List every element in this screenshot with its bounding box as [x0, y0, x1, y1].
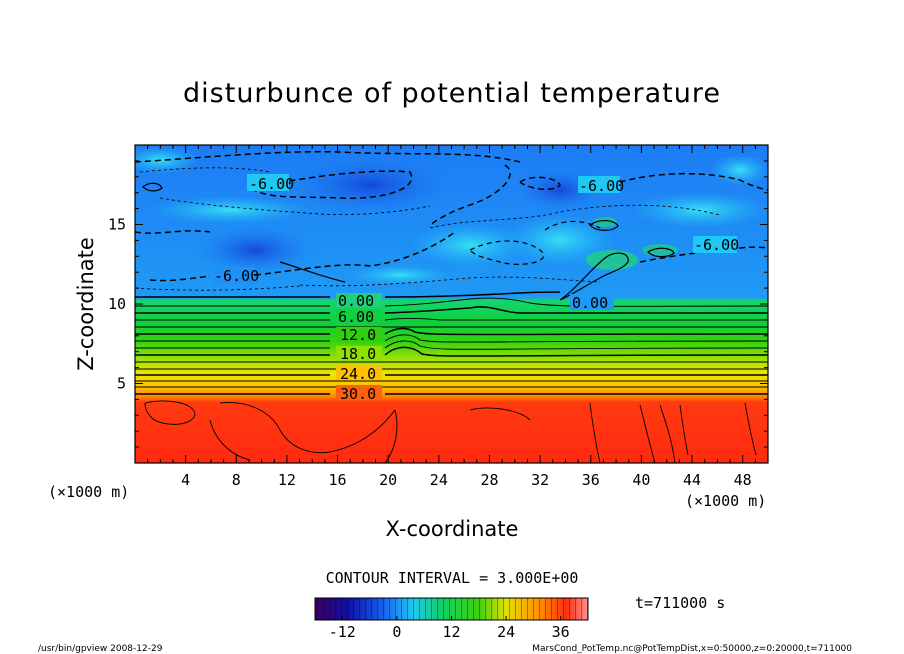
contour-positive [135, 297, 768, 307]
x-tick-label: 36 [582, 471, 600, 489]
contour-label: 18.0 [340, 345, 376, 363]
contour-closed [559, 252, 629, 301]
plot-area: -6.00 -6.00 -6.00 -6.00 0.00 0.00 6.00 1… [135, 145, 768, 463]
y-tick-label: 5 [117, 375, 126, 393]
contour-negative [135, 150, 521, 163]
x-tick-label: 24 [430, 471, 448, 489]
contour-label: 24.0 [340, 365, 376, 383]
contour-closed [647, 247, 675, 258]
contour-negative [519, 176, 561, 190]
colorbar-stripes [315, 598, 588, 620]
contour-negative [544, 220, 601, 231]
time-label: t=711000 s [635, 594, 725, 612]
contour-lower [384, 409, 398, 463]
y-axis-title: Z-coordinate [74, 237, 98, 371]
contour-positive [135, 327, 768, 336]
field-cyan-blob [630, 192, 768, 228]
field-cyan-blob [710, 154, 768, 186]
x-tick-label: 44 [683, 471, 701, 489]
contour-label: -6.00 [214, 267, 259, 285]
x-unit-right: (×1000 m) [685, 492, 766, 510]
contour-label: -6.00 [579, 177, 624, 195]
x-tick-label: 20 [379, 471, 397, 489]
contour-negative [609, 172, 768, 191]
field-green-patch [586, 250, 638, 270]
x-axis-title: X-coordinate [386, 517, 519, 541]
x-tick-label: 8 [232, 471, 241, 489]
contour-positive [135, 346, 768, 357]
contour-label: 6.00 [338, 308, 374, 326]
contour-closed [589, 220, 619, 231]
contour-positive [135, 340, 768, 350]
x-unit-left: (×1000 m) [48, 483, 129, 501]
contour-thin [159, 197, 431, 215]
x-tick-label: 48 [734, 471, 752, 489]
field-dark-blob [285, 155, 455, 215]
chart-title: disturbunce of potential temperature [183, 78, 721, 109]
contour-negative [469, 240, 544, 265]
contour-lower [469, 407, 531, 421]
field-cyan-blob [410, 223, 530, 267]
contour-lower [219, 402, 396, 454]
contour-lower [744, 402, 757, 456]
x-axis: 4 8 12 16 20 24 28 32 36 40 44 48 [147, 145, 756, 489]
contour-label: 0.00 [338, 292, 374, 310]
field-dark-blob [195, 225, 315, 275]
footer-left: /usr/bin/gpview 2008-12-29 [38, 644, 163, 654]
x-tick-label: 12 [278, 471, 296, 489]
contour-negative [149, 275, 211, 282]
contour-label: -6.00 [249, 175, 294, 193]
contour-thin [299, 276, 601, 287]
footer-right: MarsCond_PotTemp.nc@PotTempDist,x=0:5000… [532, 644, 852, 654]
field-green-patch [642, 244, 678, 256]
contour-closed [142, 182, 163, 192]
colorbar: -12 0 12 24 36 [314, 597, 589, 641]
colorbar-tick-label: 24 [497, 623, 515, 641]
contour-lower [209, 419, 251, 461]
contour-positive [135, 306, 768, 314]
colorbar-tick-label: 36 [552, 623, 570, 641]
contour-interval-label: CONTOUR INTERVAL = 3.000E+00 [326, 569, 579, 587]
field-cyan-blob [505, 214, 615, 266]
contour-closed [279, 261, 346, 283]
contour-positive [135, 318, 768, 321]
contour-label: 12.0 [340, 326, 376, 344]
contour-lower [144, 400, 196, 425]
contour-lower [639, 404, 656, 463]
x-tick-label: 28 [480, 471, 498, 489]
field-cyan-blob [150, 196, 310, 224]
y-axis: 5 10 15 [108, 160, 768, 448]
x-tick-label: 32 [531, 471, 549, 489]
colorbar-tick-label: 12 [442, 623, 460, 641]
contour-negative [254, 231, 456, 276]
contour-positive [135, 334, 768, 343]
contour-thin [139, 167, 271, 173]
x-tick-label: 16 [329, 471, 347, 489]
contour-negative [429, 164, 511, 226]
contour-label: -6.00 [694, 236, 739, 254]
contour-lower [679, 404, 689, 456]
contour-label: 30.0 [340, 385, 376, 403]
x-tick-label: 4 [181, 471, 190, 489]
colorbar-ticks: -12 0 12 24 36 [329, 616, 570, 641]
contour-lower [659, 404, 676, 463]
contour-lower [589, 402, 601, 463]
colorbar-tick-label: -12 [329, 623, 356, 641]
contour-negative [135, 230, 211, 234]
field-cyan-blob [350, 265, 450, 285]
field-green-patch [593, 217, 617, 227]
y-tick-label: 15 [108, 216, 126, 234]
x-tick-label: 40 [632, 471, 650, 489]
colorbar-tick-label: 0 [392, 623, 401, 641]
y-tick-label: 10 [108, 295, 126, 313]
contour-zero [135, 291, 561, 298]
contour-negative [249, 170, 413, 200]
contour-label: 0.00 [572, 294, 608, 312]
